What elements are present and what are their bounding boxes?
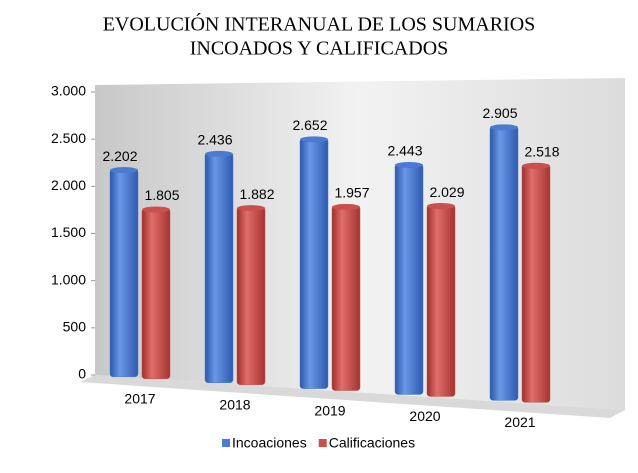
x-tick-label: 2021	[504, 414, 535, 430]
x-tick-label: 2018	[219, 396, 250, 412]
value-label: 2.905	[482, 105, 517, 121]
bar-top	[522, 162, 550, 169]
value-label: 2.029	[429, 184, 464, 200]
y-tick-label: 2.000	[51, 177, 86, 193]
x-tick-label: 2019	[314, 402, 345, 418]
legend-swatch	[318, 439, 327, 447]
legend-swatch	[222, 439, 230, 447]
bar-top	[110, 167, 138, 174]
bar	[426, 204, 456, 397]
bar	[299, 138, 329, 389]
bar	[521, 164, 551, 403]
bar-top	[490, 124, 518, 131]
floor	[80, 375, 625, 418]
bar-top	[332, 203, 360, 210]
bar-top	[395, 162, 423, 169]
bar-top	[300, 136, 328, 143]
x-tick-label: 2017	[124, 390, 155, 406]
value-label: 1.882	[239, 186, 274, 202]
value-label: 2.443	[387, 143, 422, 159]
bar	[204, 152, 234, 383]
bar	[489, 126, 519, 401]
value-label: 1.957	[334, 185, 369, 201]
y-tick-label: 2.500	[51, 130, 86, 146]
bar	[394, 163, 424, 395]
x-tick-label: 2020	[409, 408, 440, 424]
y-tick-label: 500	[63, 319, 87, 335]
y-tick-label: 0	[78, 366, 86, 382]
bar	[141, 208, 171, 380]
chart-title: INCOADOS Y CALIFICADOS	[190, 38, 449, 60]
y-tick-label: 1.500	[51, 224, 86, 240]
chart-title: EVOLUCIÓN INTERANUAL DE LOS SUMARIOS	[103, 12, 536, 36]
y-tick-label: 1.000	[51, 271, 86, 287]
value-label: 1.805	[144, 187, 179, 203]
bar-top	[427, 203, 455, 210]
value-label: 2.436	[197, 132, 232, 148]
bar	[109, 168, 139, 378]
bar	[236, 206, 266, 385]
legend-label: Incoaciones	[232, 435, 307, 451]
value-label: 2.518	[524, 144, 559, 160]
y-tick-label: 3.000	[51, 83, 86, 99]
bar-top	[237, 205, 265, 212]
value-label: 2.202	[102, 148, 137, 164]
value-label: 2.652	[292, 117, 327, 133]
bar	[331, 205, 361, 391]
bar-top	[142, 206, 170, 213]
legend-label: Calificaciones	[329, 435, 415, 451]
bar-top	[205, 150, 233, 157]
